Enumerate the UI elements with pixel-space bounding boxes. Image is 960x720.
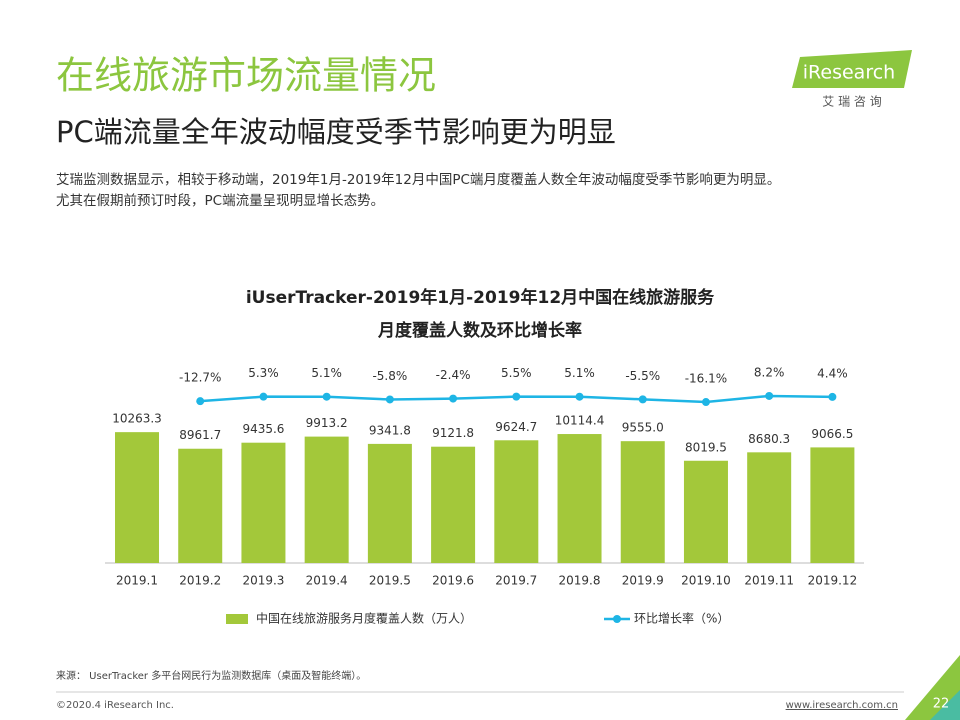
line-marker bbox=[638, 395, 647, 404]
line-marker bbox=[196, 397, 205, 406]
slide-subtitle: PC端流量全年波动幅度受季节影响更为明显 bbox=[56, 115, 616, 149]
line-marker bbox=[828, 392, 837, 401]
legend-swatch bbox=[226, 614, 248, 624]
legend-label: 中国在线旅游服务月度覆盖人数（万人） bbox=[256, 611, 472, 626]
bar bbox=[431, 446, 476, 563]
data-label: 9913.2 bbox=[306, 416, 348, 430]
data-label: -12.7% bbox=[179, 371, 221, 385]
x-tick-label: 2019.6 bbox=[432, 574, 474, 588]
logo-badge bbox=[792, 50, 912, 88]
x-tick-label: 2019.3 bbox=[242, 574, 284, 588]
line-marker bbox=[385, 395, 394, 404]
x-tick-label: 2019.10 bbox=[681, 574, 731, 588]
data-label: 9341.8 bbox=[369, 423, 411, 437]
line-marker bbox=[765, 391, 774, 400]
line-marker bbox=[575, 392, 584, 401]
x-tick-label: 2019.12 bbox=[808, 574, 858, 588]
logo-brand: iResearch bbox=[803, 62, 895, 84]
bar bbox=[115, 432, 160, 563]
x-tick-label: 2019.9 bbox=[622, 574, 664, 588]
x-tick-label: 2019.8 bbox=[559, 574, 601, 588]
data-label: 5.3% bbox=[248, 366, 279, 380]
x-tick-label: 2019.11 bbox=[744, 574, 794, 588]
line-marker bbox=[512, 392, 521, 401]
chart-title: iUserTracker-2019年1月-2019年12月中国在线旅游服务 bbox=[246, 287, 715, 308]
data-label: 8961.7 bbox=[179, 428, 221, 442]
bar bbox=[810, 447, 855, 563]
data-label: 10263.3 bbox=[112, 412, 162, 426]
slide-title: 在线旅游市场流量情况 bbox=[56, 54, 436, 98]
bar bbox=[178, 448, 223, 563]
x-tick-label: 2019.7 bbox=[495, 574, 537, 588]
x-tick-label: 2019.5 bbox=[369, 574, 411, 588]
legend-swatch bbox=[613, 615, 621, 623]
bar bbox=[494, 440, 539, 563]
line-marker bbox=[259, 392, 268, 401]
description: 艾瑞监测数据显示，相较于移动端，2019年1月-2019年12月中国PC端月度覆… bbox=[56, 171, 780, 188]
data-label: 9066.5 bbox=[811, 427, 853, 441]
bar bbox=[683, 460, 728, 563]
data-label: 5.5% bbox=[501, 366, 532, 380]
data-label: 9121.8 bbox=[432, 426, 474, 440]
logo-tagline: 艾 瑞 咨 询 bbox=[822, 94, 881, 109]
data-label: 9624.7 bbox=[495, 420, 537, 434]
line-marker bbox=[701, 398, 710, 407]
bar bbox=[557, 434, 602, 563]
data-label: -2.4% bbox=[436, 368, 471, 382]
data-label: -16.1% bbox=[685, 372, 727, 386]
data-label: 8680.3 bbox=[748, 432, 790, 446]
data-label: 9435.6 bbox=[242, 422, 284, 436]
data-label: 5.1% bbox=[564, 366, 595, 380]
data-label: 8.2% bbox=[754, 365, 785, 379]
data-label: 10114.4 bbox=[555, 414, 605, 428]
x-tick-label: 2019.4 bbox=[306, 574, 348, 588]
bar bbox=[304, 436, 349, 563]
legend-label: 环比增长率（%） bbox=[634, 611, 729, 626]
data-label: 4.4% bbox=[817, 366, 848, 380]
chart-title: 月度覆盖人数及环比增长率 bbox=[377, 320, 582, 341]
source: 来源： UserTracker 多平台网民行为监测数据库（桌面及智能终端）。 bbox=[56, 669, 366, 682]
data-label: -5.8% bbox=[372, 369, 407, 383]
copyright: ©2020.4 iResearch Inc. bbox=[56, 700, 174, 711]
line-marker bbox=[449, 394, 458, 403]
x-tick-label: 2019.1 bbox=[116, 574, 158, 588]
url: www.iresearch.com.cn bbox=[786, 700, 898, 711]
description: 尤其在假期前预订时段，PC端流量呈现明显增长态势。 bbox=[56, 192, 384, 209]
data-label: -5.5% bbox=[625, 369, 660, 383]
bar bbox=[747, 452, 792, 563]
data-label: 5.1% bbox=[311, 366, 342, 380]
bar bbox=[367, 443, 412, 563]
line-marker bbox=[322, 392, 331, 401]
data-label: 9555.0 bbox=[622, 421, 664, 435]
x-tick-label: 2019.2 bbox=[179, 574, 221, 588]
bar bbox=[620, 441, 665, 563]
bar bbox=[241, 442, 286, 563]
data-label: 8019.5 bbox=[685, 440, 727, 454]
corner-decoration bbox=[930, 690, 960, 720]
page-number: 22 bbox=[933, 697, 950, 712]
